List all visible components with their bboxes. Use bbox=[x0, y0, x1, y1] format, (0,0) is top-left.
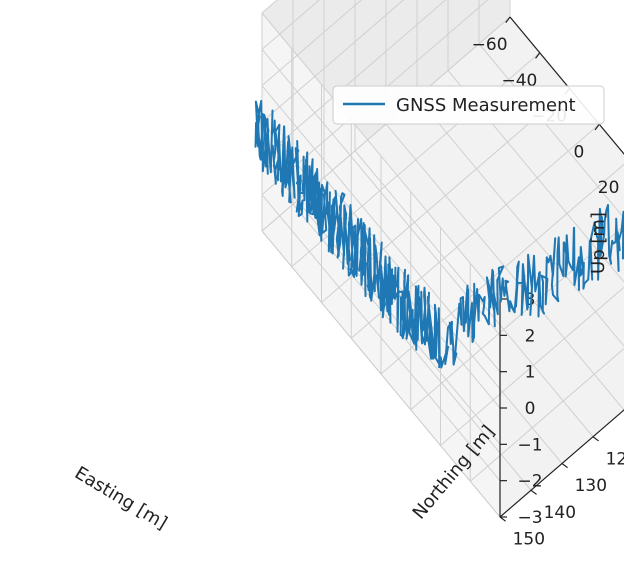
up-label: −1 bbox=[517, 435, 542, 455]
z-left-wall-grid-line bbox=[261, 0, 405, 123]
northing-axis-line bbox=[499, 409, 624, 518]
up-label: 3 bbox=[525, 290, 536, 310]
series-line bbox=[254, 99, 624, 369]
northing-label: 150 bbox=[513, 530, 545, 550]
easting-tick bbox=[594, 123, 600, 131]
easting-tick bbox=[535, 52, 541, 59]
series-layer bbox=[254, 99, 624, 369]
z-left-wall-grid-line bbox=[261, 0, 320, 50]
z-axis-label: Up [m] bbox=[588, 212, 609, 274]
up-label: 1 bbox=[525, 363, 536, 383]
legend-box bbox=[332, 85, 605, 125]
y-floor-grid-line bbox=[385, 123, 624, 411]
x-axis-label: Easting [m] bbox=[71, 463, 171, 535]
easting-tick bbox=[505, 16, 511, 23]
up-label: 2 bbox=[525, 326, 536, 346]
z-back-wall-grid-line bbox=[261, 49, 501, 336]
z-back-wall-grid-line bbox=[261, 85, 501, 372]
easting-label: 0 bbox=[573, 142, 584, 162]
legend-label: GNSS Measurement bbox=[396, 95, 576, 116]
z-back-wall-grid-line bbox=[261, 230, 501, 518]
northing-tick bbox=[499, 516, 506, 522]
up-label: −2 bbox=[517, 472, 542, 492]
z-left-wall-grid-line bbox=[261, 0, 363, 87]
northing-tick bbox=[530, 489, 537, 495]
northing-label: 120 bbox=[606, 449, 624, 469]
z-back-wall-grid-line bbox=[261, 12, 501, 300]
northing-tick bbox=[592, 436, 599, 442]
northing-tick bbox=[561, 463, 568, 469]
z-left-wall-grid-line bbox=[261, 0, 447, 159]
easting-axis-line bbox=[509, 16, 624, 155]
z-back-wall-grid-line bbox=[261, 194, 501, 481]
y-floor-grid-line bbox=[416, 96, 624, 347]
northing-label: 140 bbox=[544, 503, 576, 523]
legend: GNSS Measurement bbox=[332, 85, 605, 125]
northing-label: 130 bbox=[575, 476, 607, 496]
easting-label: −60 bbox=[472, 35, 508, 55]
up-label: −3 bbox=[517, 508, 542, 528]
up-label: 0 bbox=[525, 399, 536, 419]
easting-label: 20 bbox=[598, 178, 620, 198]
